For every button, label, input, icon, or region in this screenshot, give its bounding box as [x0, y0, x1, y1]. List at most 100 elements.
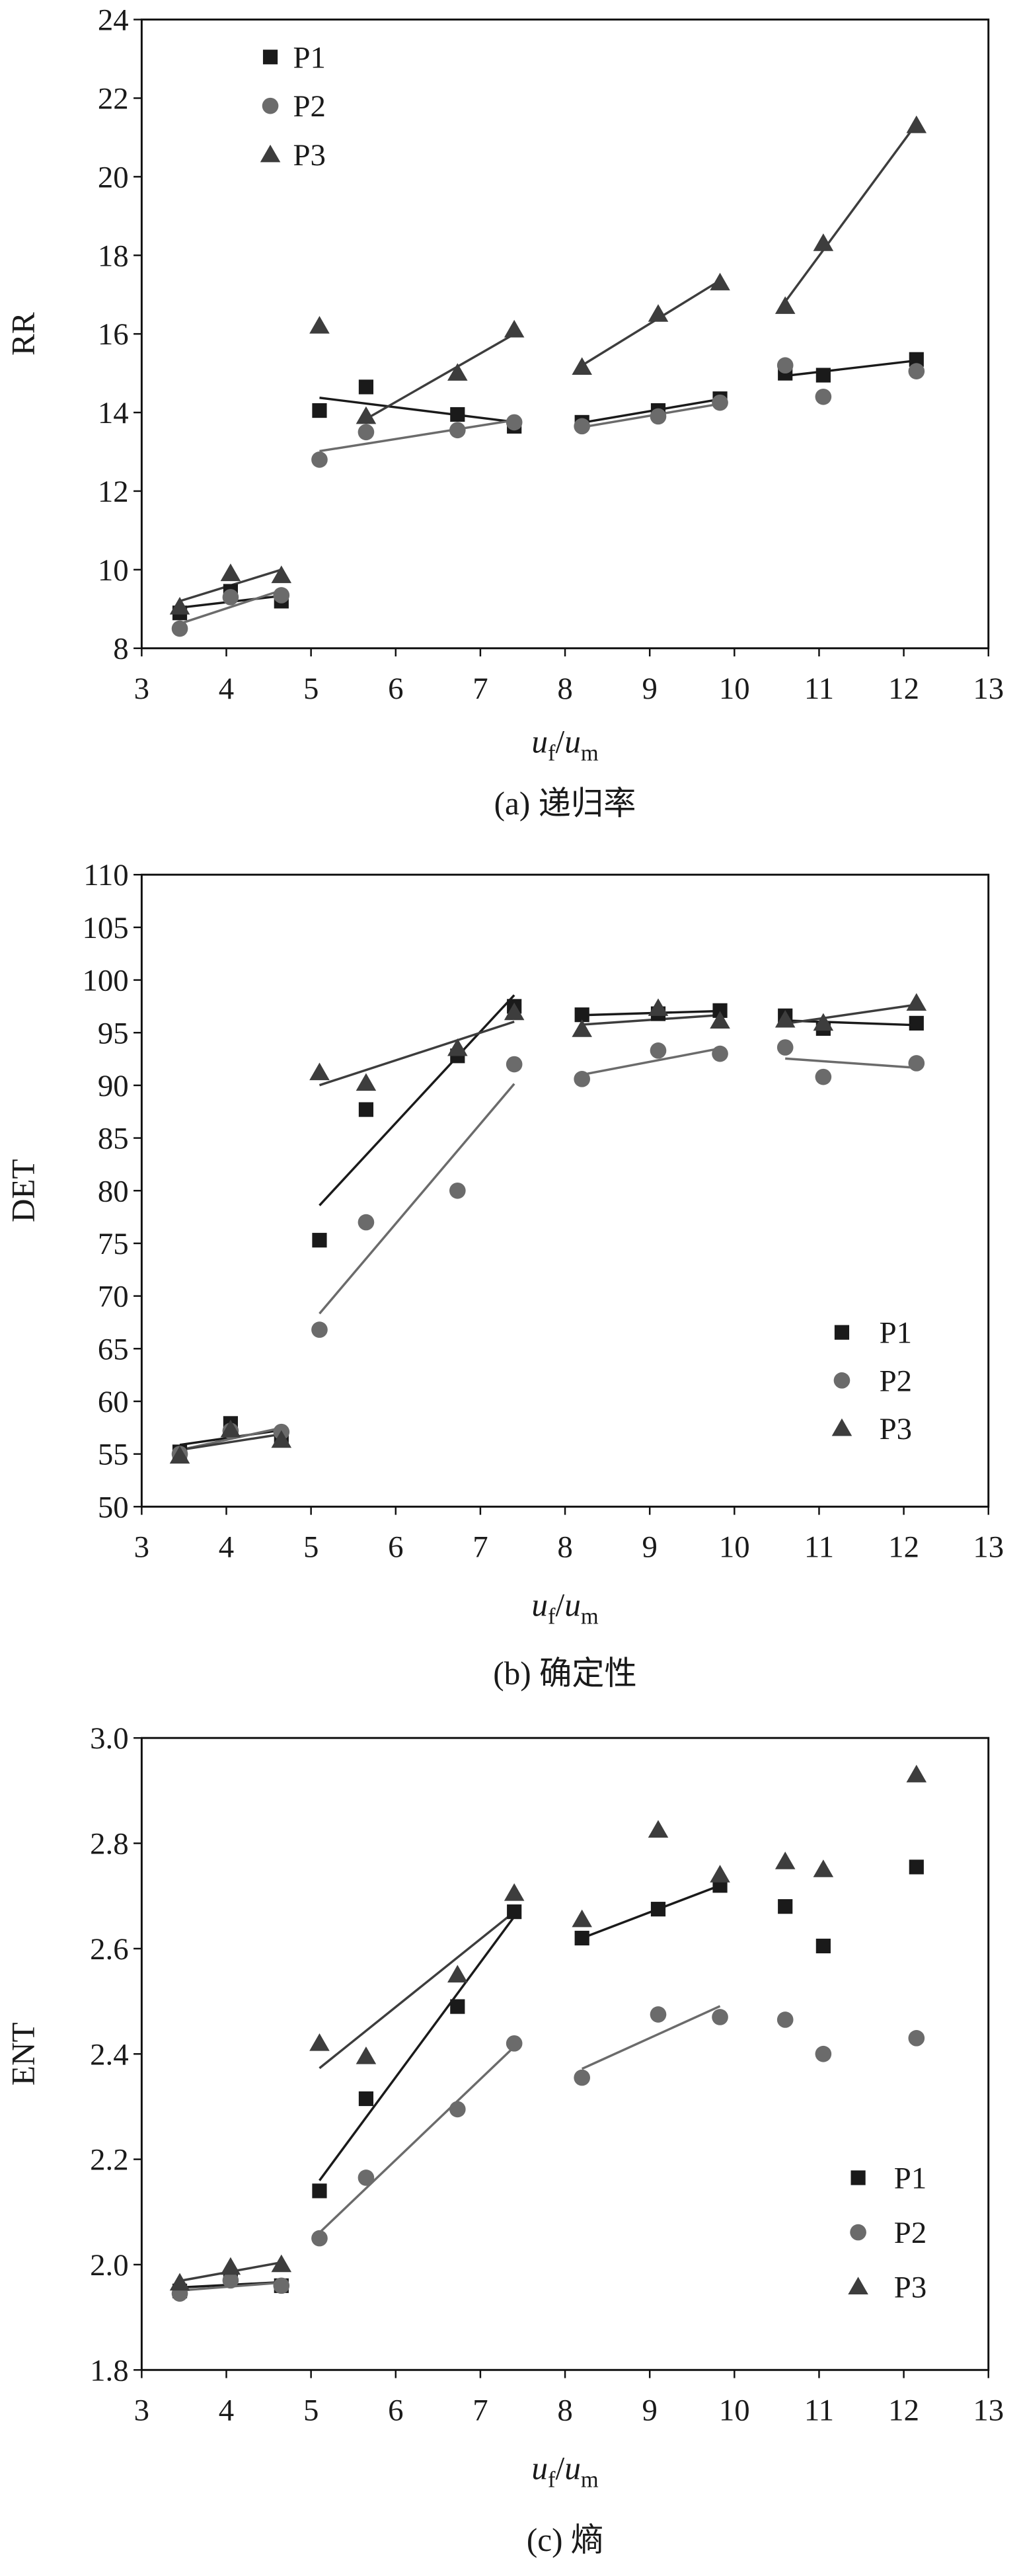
x-tick-label: 10	[719, 672, 750, 706]
y-tick-label: 22	[98, 81, 129, 116]
y-tick-label: 14	[98, 396, 129, 430]
x-axis-label: uf/um	[531, 2450, 598, 2492]
x-tick-label: 3	[134, 672, 149, 706]
p3-point	[356, 406, 377, 424]
p1-point	[909, 1015, 924, 1031]
p3-point	[710, 272, 730, 291]
p3-point	[572, 1019, 592, 1037]
p3-point	[906, 1764, 927, 1783]
p3-point	[271, 1430, 292, 1448]
p2-trend-line	[581, 2005, 721, 2070]
p2-point	[311, 2230, 328, 2247]
legend-label-p2: P2	[880, 1364, 912, 1398]
legend-label-p2: P2	[894, 2216, 926, 2250]
p2-point	[506, 1056, 523, 1073]
legend-marker-p3	[831, 1418, 852, 1436]
p3-point	[447, 1965, 468, 1983]
y-axis-label: DET	[5, 1159, 42, 1222]
x-axis-label-u1: u	[531, 1586, 548, 1623]
x-tick-label: 5	[303, 1530, 319, 1565]
p2-point	[171, 620, 188, 637]
p3-point	[220, 1419, 241, 1438]
x-tick-label: 9	[642, 672, 657, 706]
p3-point	[447, 1038, 468, 1056]
x-axis-label: uf/um	[531, 1586, 598, 1629]
x-axis-label-sub2: m	[581, 1604, 599, 1629]
legend: P1 P2 P3	[831, 1316, 912, 1446]
y-tick-label: 2.4	[90, 2037, 128, 2072]
p1-point	[574, 1930, 589, 1946]
legend-label-p1: P1	[293, 40, 326, 75]
p3-point	[906, 115, 927, 134]
y-tick-label: 55	[98, 1438, 129, 1472]
p1-point	[909, 1859, 924, 1875]
p1-point	[712, 1003, 728, 1018]
p1-point	[312, 1233, 327, 1248]
x-axis-label-sub1: f	[548, 2468, 556, 2493]
p3-point	[572, 1909, 592, 1928]
p2-trend-line	[319, 419, 515, 453]
y-tick-label: 65	[98, 1332, 129, 1366]
p3-trend-line	[319, 1911, 515, 2070]
plot-area-c: 3 4 5 6 7 8 9 10 11 12 13 1.8 2.0 2.2 2.4 2.6 2.8 3.0 P1 P2…	[90, 1721, 1004, 2427]
legend-marker-p1	[262, 50, 278, 65]
p3-point	[356, 1073, 377, 1091]
p3-trend-line	[784, 1003, 917, 1025]
panel-a: 3 4 5 6 7 8 9 10 11 12 13 8 10 12 14 16 18 20 22 24 P1 P2 P3 R…	[5, 3, 1004, 822]
p1-point	[650, 1902, 666, 1917]
p1-point	[815, 368, 831, 383]
x-axis-label-slash: /	[556, 1586, 565, 1623]
x-axis-label-sub1: f	[548, 1604, 556, 1629]
p2-trend-line	[319, 2046, 515, 2234]
x-tick-label: 13	[973, 1530, 1004, 1565]
y-tick-label: 8	[113, 632, 128, 666]
p3-point	[775, 1009, 796, 1028]
p1-point	[312, 2183, 327, 2199]
p1-point	[358, 1102, 374, 1117]
p2-point	[506, 2035, 523, 2052]
x-tick-label: 7	[473, 2394, 488, 2428]
p2-point	[222, 589, 239, 605]
p3-point	[648, 304, 669, 322]
plot-area-a: 3 4 5 6 7 8 9 10 11 12 13 8 10 12 14 16 18 20 22 24 P1 P2 P3	[98, 3, 1004, 707]
p1-trend-line	[319, 994, 515, 1206]
y-tick-label: 18	[98, 239, 129, 273]
y-tick-label: 90	[98, 1069, 129, 1103]
p1-point	[312, 403, 327, 418]
p3-trend-line	[319, 1021, 515, 1087]
p3-point	[504, 319, 525, 338]
p3-point	[710, 1011, 730, 1029]
p1-point	[450, 1999, 465, 2014]
p2-point	[712, 2009, 728, 2025]
caption: (b) 确定性	[493, 1655, 637, 1692]
x-tick-label: 11	[804, 672, 834, 706]
y-tick-label: 2.0	[90, 2248, 128, 2283]
p3-point	[169, 597, 190, 615]
p1-trend-line	[319, 397, 515, 424]
p3-point	[169, 1446, 190, 1464]
x-axis-label-u1: u	[531, 2450, 548, 2486]
p2-point	[908, 1055, 925, 1072]
x-axis-label-sub2: m	[581, 2468, 599, 2493]
p1-point	[358, 2091, 374, 2107]
y-axis-label: ENT	[5, 2022, 42, 2086]
p1-trend-line	[784, 359, 917, 377]
p3-point	[710, 1865, 730, 1883]
p1-point	[358, 379, 374, 395]
p1-point	[909, 352, 924, 367]
x-tick-label: 3	[134, 1530, 149, 1565]
x-axis-label-sub2: m	[581, 741, 599, 766]
p3-point	[169, 2273, 190, 2291]
p3-trend-line	[581, 279, 721, 367]
p3-point	[813, 1859, 834, 1877]
p2-point	[273, 587, 290, 604]
p3-point	[271, 565, 292, 584]
y-tick-label: 1.8	[90, 2353, 128, 2388]
p3-trend-line	[365, 332, 515, 420]
x-axis-label-u2: u	[564, 2450, 581, 2486]
x-tick-label: 5	[303, 672, 319, 706]
x-tick-label: 7	[473, 672, 488, 706]
p1-point	[450, 407, 465, 422]
legend-marker-p2	[850, 2224, 866, 2241]
p3-point	[572, 357, 592, 375]
